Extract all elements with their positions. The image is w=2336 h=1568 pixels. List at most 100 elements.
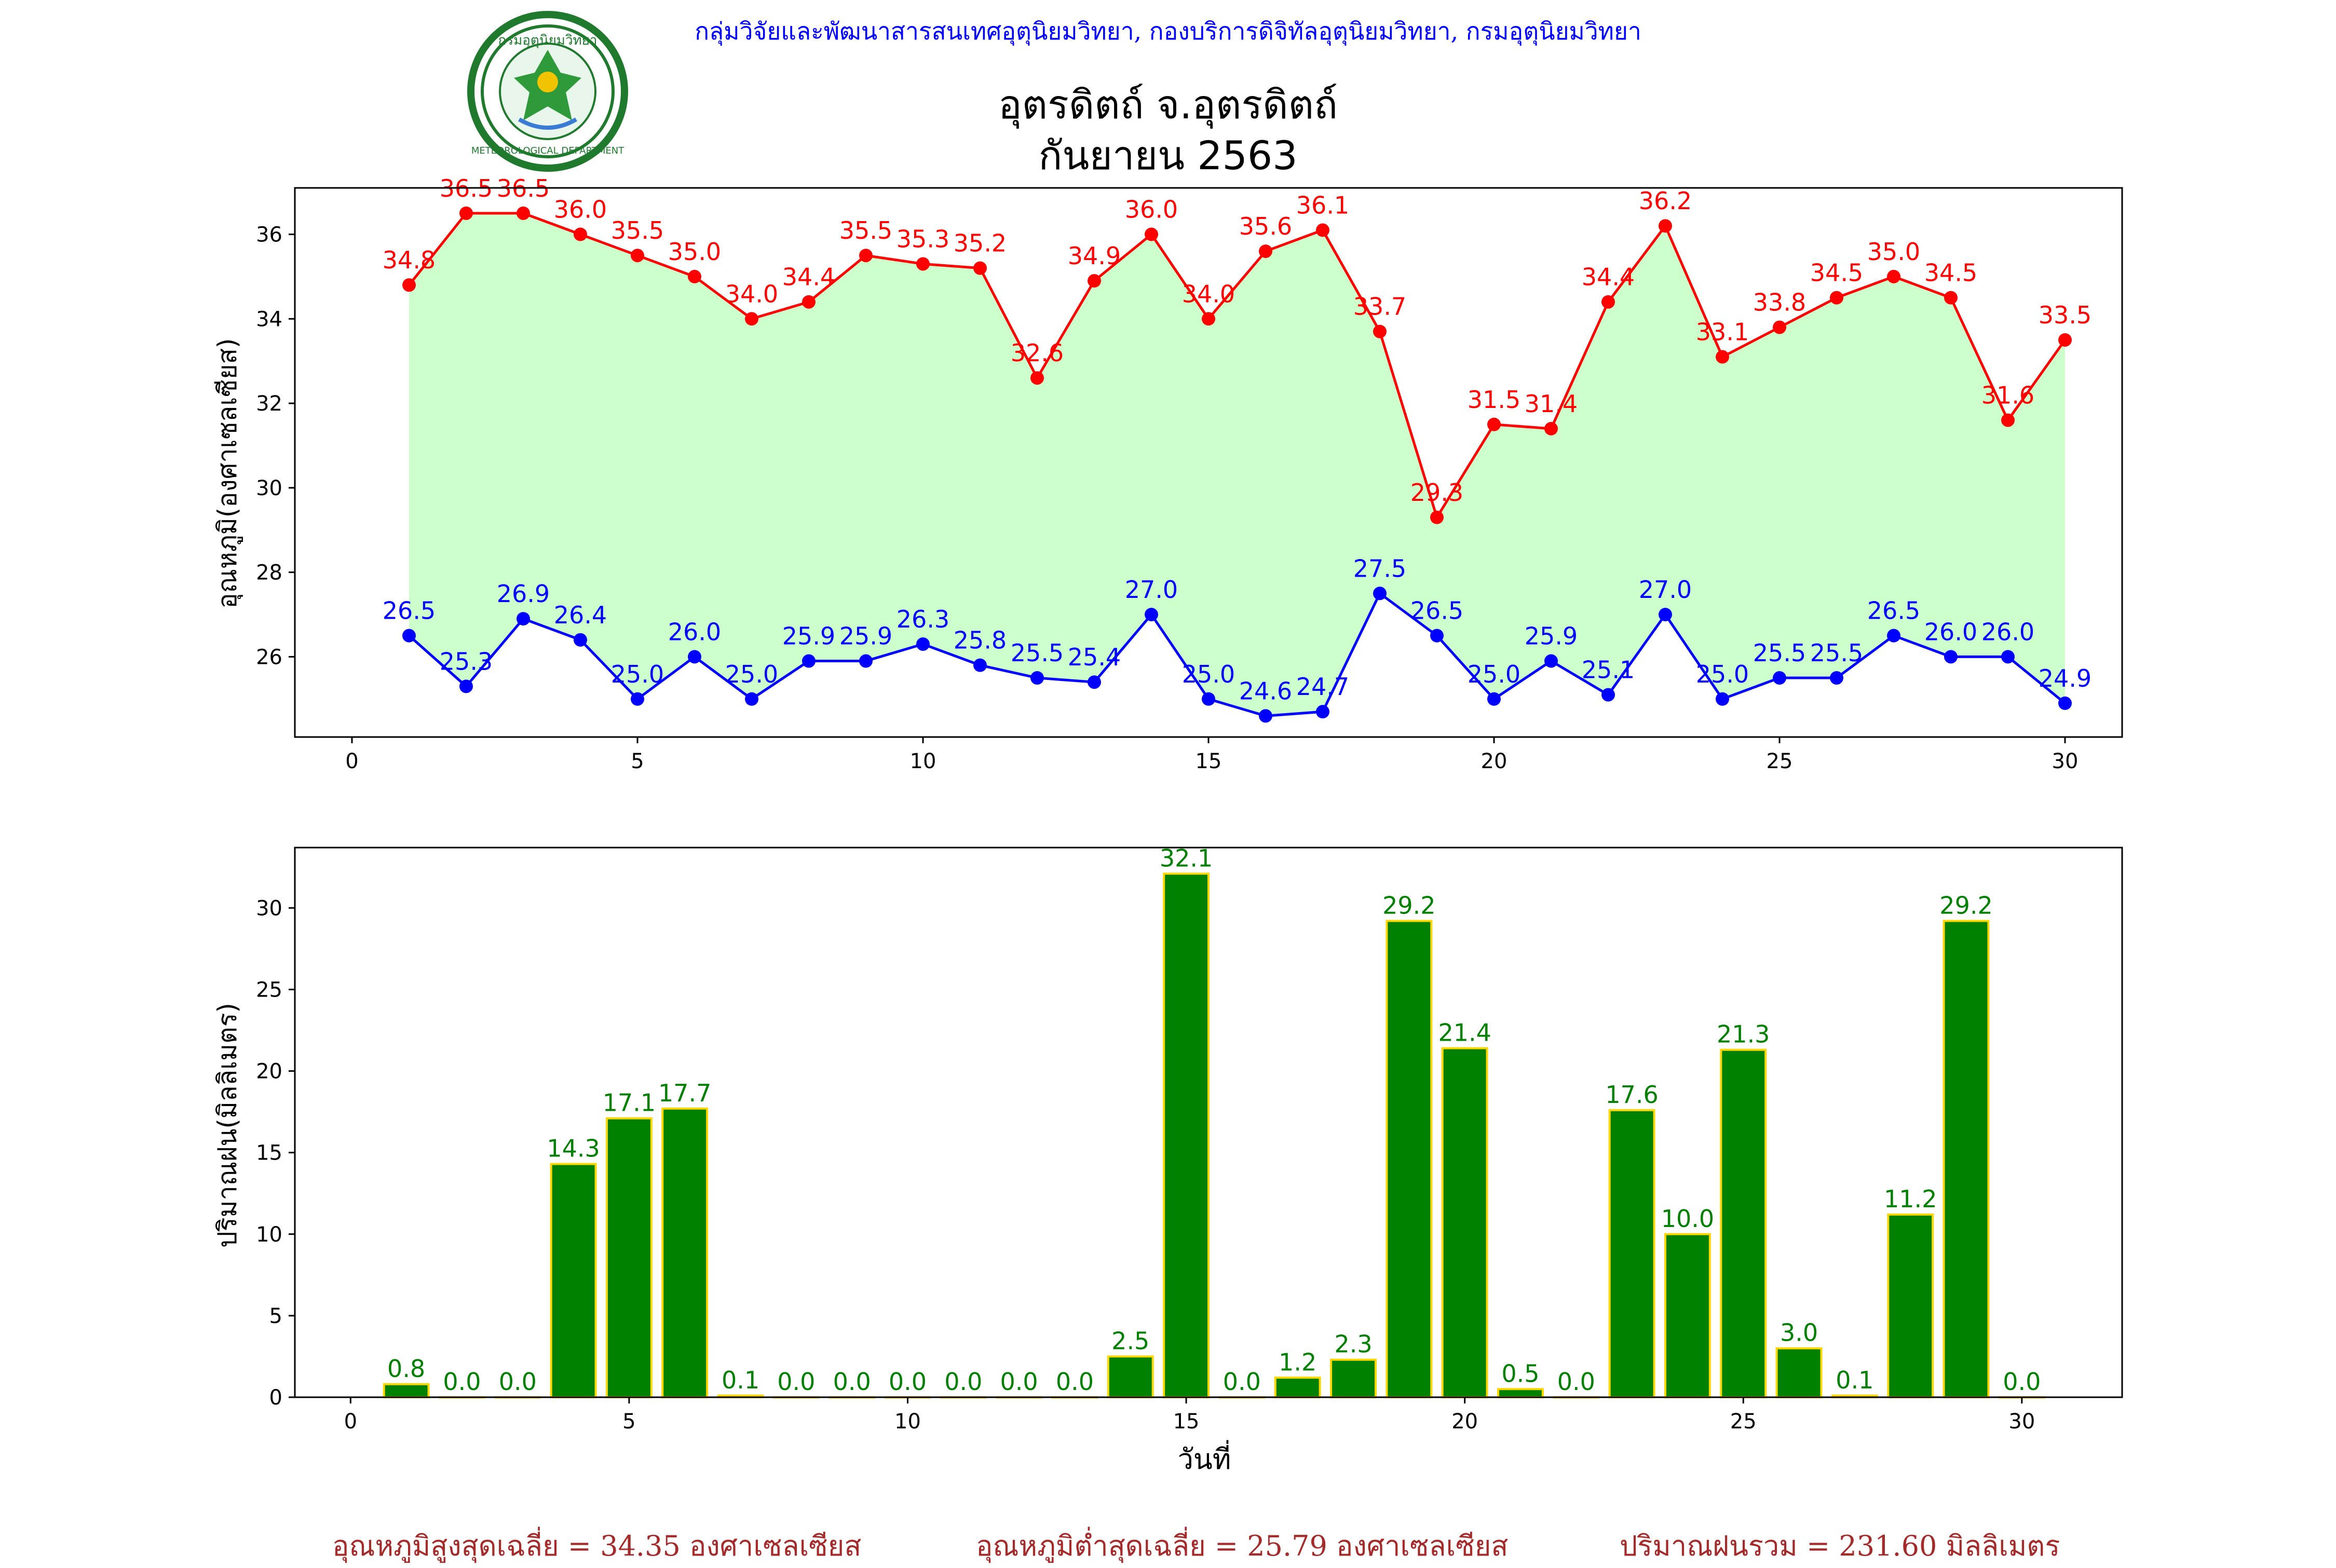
max-temperature-point xyxy=(631,249,644,263)
min-temperature-label: 25.8 xyxy=(954,626,1007,655)
station-title: อุตรดิตถ์ จ.อุตรดิตถ์ xyxy=(998,81,1338,129)
rainfall-x-tick-label: 20 xyxy=(1451,1410,1478,1434)
rainfall-plot-frame xyxy=(294,847,2123,1398)
min-temperature-label: 25.3 xyxy=(440,647,493,675)
temperature-x-tick-label: 10 xyxy=(910,749,936,773)
rainfall-y-tick-label: 20 xyxy=(256,1060,282,1084)
rainfall-bar-label: 0.0 xyxy=(499,1368,537,1396)
temperature-x-tick-label: 0 xyxy=(345,749,358,773)
rainfall-bar xyxy=(1274,1376,1321,1398)
max-temperature-label: 35.0 xyxy=(1867,238,1920,266)
temperature-y-tick-label: 34 xyxy=(256,307,282,331)
period-title: กันยายน 2563 xyxy=(1038,132,1297,179)
rainfall-bar xyxy=(1386,920,1433,1399)
min-temperature-point xyxy=(916,637,930,651)
avg-max-temperature: อุณหภูมิสูงสุดเฉลี่ย = 34.35 องศาเซลเซีย… xyxy=(332,1530,862,1562)
min-temperature-point xyxy=(1030,671,1044,685)
min-temperature-label: 26.5 xyxy=(1410,597,1463,625)
min-temperature-label: 25.5 xyxy=(1011,639,1064,667)
rainfall-x-tick-label: 30 xyxy=(2008,1410,2035,1434)
max-temperature-label: 33.7 xyxy=(1353,293,1406,321)
min-temperature-label: 26.0 xyxy=(668,618,721,646)
min-temperature-point xyxy=(1373,587,1387,601)
rainfall-bar xyxy=(1497,1388,1544,1399)
min-temperature-label: 25.5 xyxy=(1753,639,1806,667)
min-temperature-label: 26.4 xyxy=(554,601,607,629)
min-temperature-point xyxy=(859,654,873,668)
min-temperature-point xyxy=(688,650,701,664)
temperature-x-tick-label: 15 xyxy=(1196,749,1222,773)
min-temperature-label: 25.9 xyxy=(1525,622,1578,650)
agency-line: กลุ่มวิจัยและพัฒนาสารสนเทศอุตุนิยมวิทยา,… xyxy=(695,17,1641,46)
max-temperature-label: 31.5 xyxy=(1468,386,1520,414)
rainfall-bar-label: 21.3 xyxy=(1717,1020,1770,1048)
rainfall-bar-label: 0.0 xyxy=(1223,1368,1261,1396)
max-temperature-point xyxy=(1145,227,1158,241)
min-temperature-label: 25.0 xyxy=(1696,660,1749,688)
max-temperature-point xyxy=(1487,417,1501,431)
max-temperature-label: 34.8 xyxy=(383,246,436,274)
temperature-x-tick-label: 5 xyxy=(631,749,644,773)
rainfall-x-tick-label: 25 xyxy=(1730,1410,1757,1434)
min-temperature-label: 24.9 xyxy=(2039,664,2091,692)
temperature-y-tick-label: 28 xyxy=(256,561,282,585)
rainfall-bar-label: 32.1 xyxy=(1160,844,1213,872)
max-temperature-label: 32.6 xyxy=(1011,339,1064,367)
temperature-chart: อุณหภูมิ(องศาเซลเซียส) 34.836.5 36.536.03… xyxy=(212,174,2123,773)
min-temperature-label: 24.6 xyxy=(1239,677,1292,705)
max-temperature-point xyxy=(1259,244,1272,258)
rainfall-bar-label: 29.2 xyxy=(1939,891,1992,919)
rainfall-bar-label: 0.0 xyxy=(1557,1368,1595,1396)
rainfall-bar xyxy=(1720,1048,1767,1398)
min-temperature-label: 26.0 xyxy=(1981,618,2034,646)
min-temperature-label: 27.0 xyxy=(1125,576,1178,604)
min-temperature-line xyxy=(408,591,2066,717)
rainfall-chart: ปริมาณฝน(มิลลิเมตร) วันที่ 0.8 0.0 0.0 14.3… xyxy=(212,844,2123,1476)
min-temperature-label: 26.5 xyxy=(383,597,436,625)
rainfall-bar-label: 0.0 xyxy=(1000,1368,1038,1396)
max-temperature-point xyxy=(1373,324,1387,338)
max-temperature-point xyxy=(1202,312,1215,326)
min-temperature-label: 26.5 xyxy=(1867,597,1920,625)
min-temperature-label: 25.0 xyxy=(725,660,778,688)
rainfall-bar xyxy=(1107,1355,1154,1399)
min-temperature-label: 24.7 xyxy=(1296,673,1349,701)
min-temperature-point xyxy=(1487,692,1501,706)
min-temperature-label: 27.0 xyxy=(1639,576,1692,604)
max-temperature-line xyxy=(408,212,2067,521)
rainfall-y-tick-label: 5 xyxy=(269,1304,282,1328)
min-temperature-label: 25.0 xyxy=(1468,660,1520,688)
max-temperature-point xyxy=(2058,333,2072,347)
min-temperature-point xyxy=(1773,671,1786,685)
max-temperature-label: 31.6 xyxy=(1981,381,2034,410)
rainfall-bar-label: 29.2 xyxy=(1382,891,1435,919)
max-temperature-label: 35.5 xyxy=(839,216,892,244)
rainfall-bar xyxy=(383,1383,430,1399)
max-temperature-label: 34.4 xyxy=(782,263,835,291)
rainfall-bar-label: 17.6 xyxy=(1605,1081,1658,1109)
rainfall-y-tick-label: 30 xyxy=(256,896,282,920)
min-temperature-point xyxy=(631,692,644,706)
min-temperature-point xyxy=(1259,709,1272,723)
temperature-x-tick-label: 20 xyxy=(1481,749,1507,773)
rainfall-y-axis-label: ปริมาณฝน(มิลลิเมตร) xyxy=(212,1003,242,1248)
rainfall-y-tick-label: 15 xyxy=(256,1141,282,1165)
min-temperature-point xyxy=(1830,671,1843,685)
max-temperature-point xyxy=(402,278,416,292)
max-temperature-point xyxy=(1716,350,1729,364)
logo-thai-text: กรมอุตุนิยมวิทยา xyxy=(498,33,597,48)
min-temperature-label: 25.4 xyxy=(1068,643,1121,671)
rainfall-bar-label: 17.7 xyxy=(658,1079,711,1107)
max-temperature-label: 33.8 xyxy=(1753,289,1806,317)
max-temperature-label: 35.5 xyxy=(611,216,664,244)
min-temperature-point xyxy=(1887,629,1900,643)
max-temperature-label: 36.2 xyxy=(1639,187,1692,215)
rainfall-bar-label: 14.3 xyxy=(547,1135,600,1163)
min-temperature-point xyxy=(1716,692,1729,706)
rainfall-bar xyxy=(1330,1358,1377,1399)
min-temperature-label: 26.0 xyxy=(1924,618,1977,646)
max-temperature-label: 35.2 xyxy=(954,229,1007,257)
rainfall-bar-label: 2.5 xyxy=(1111,1327,1149,1355)
rainfall-bar-label: 11.2 xyxy=(1884,1185,1937,1213)
